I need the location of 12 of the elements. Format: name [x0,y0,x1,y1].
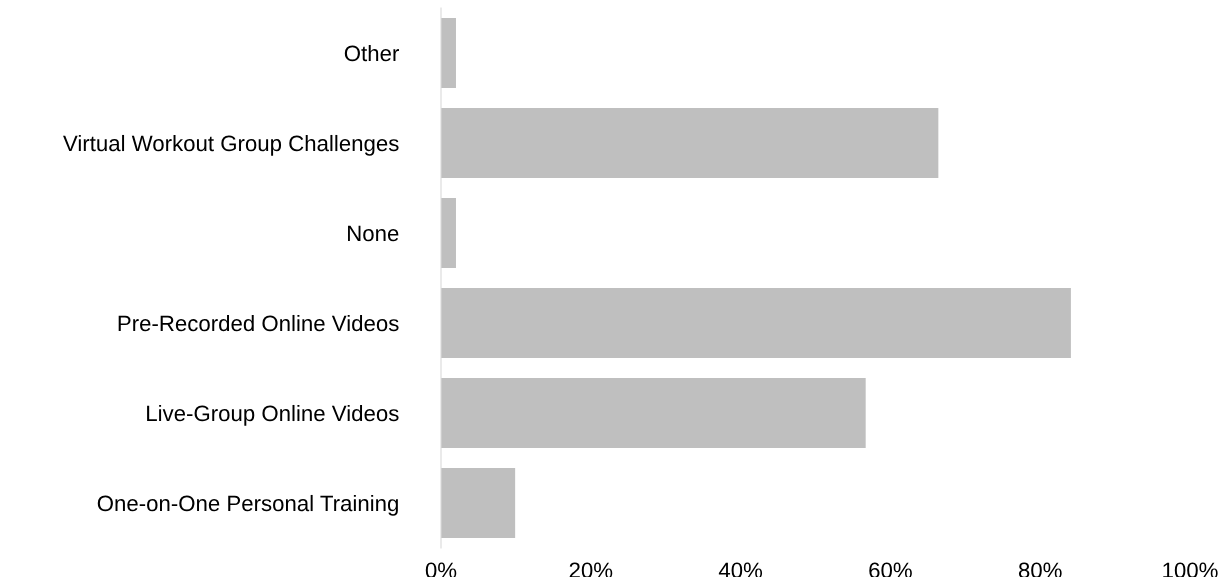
y-tick-label: Other [344,44,399,62]
bar [441,107,939,179]
bar [441,377,866,449]
y-tick-label: Live-Group Online Videos [147,404,399,426]
bar [441,287,1071,359]
y-tick-label: None [348,225,399,242]
y-tick-label: Pre-Recorded Online Videos [118,314,399,332]
y-tick-label: Virtual Workout Group Challenges [63,134,399,156]
bar [441,197,456,269]
y-tick-label: One-on-One Personal Training [97,494,398,516]
bar [441,17,456,89]
bar [441,467,516,539]
